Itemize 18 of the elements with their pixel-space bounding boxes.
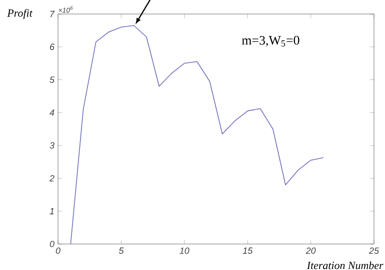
x-tick-label: 5 bbox=[118, 248, 124, 254]
y-tick-label: 3 bbox=[50, 142, 54, 149]
y-tick-label: 2 bbox=[49, 175, 54, 182]
x-tick-label: 25 bbox=[368, 248, 380, 254]
line-series bbox=[70, 25, 324, 244]
x-tick-label: 15 bbox=[242, 248, 253, 254]
x-tick-label: 10 bbox=[180, 248, 190, 254]
y-tick-label: 0 bbox=[50, 240, 54, 248]
y-tick-label: 7 bbox=[50, 10, 55, 18]
y-tick-label: 1 bbox=[50, 208, 54, 214]
x-axis-title: Iteration Number bbox=[306, 261, 384, 270]
x-tick-label: 20 bbox=[306, 248, 316, 254]
y-axis-title: Profit bbox=[7, 8, 33, 20]
y-tick-label: 6 bbox=[50, 44, 54, 50]
y-tick-label: 4 bbox=[50, 109, 54, 116]
y-tick-label: 5 bbox=[50, 76, 55, 83]
x-tick-label: 0 bbox=[56, 248, 60, 254]
annotation: m=3,W$_{5}$=0 bbox=[242, 36, 300, 47]
